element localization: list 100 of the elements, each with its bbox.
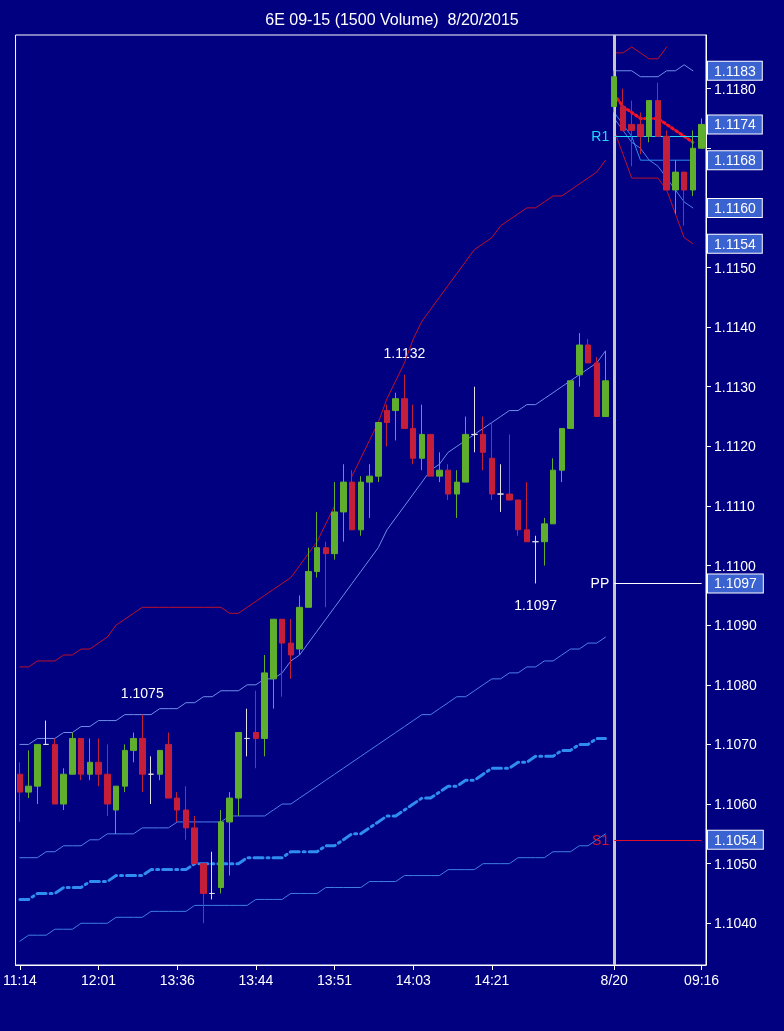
candlestick (524, 481, 530, 543)
candlestick (401, 374, 408, 429)
candlestick (78, 737, 84, 781)
candlestick (95, 737, 102, 787)
candlestick (130, 732, 137, 763)
candlestick (480, 416, 486, 471)
candlestick (681, 171, 687, 227)
candlestick (384, 404, 390, 447)
ref-line-label: R1 (591, 128, 610, 145)
candlestick (87, 737, 93, 781)
x-tick-label: 14:21 (474, 972, 510, 988)
candlestick (174, 791, 180, 823)
candlestick (559, 427, 565, 483)
candlestick (427, 433, 434, 477)
y-tick-label: 1.1050 (714, 855, 758, 872)
candlestick (567, 380, 574, 429)
ref-line-label: S1 (592, 831, 610, 848)
candlestick (436, 451, 443, 483)
y-tick-label: 1.1100 (714, 557, 756, 574)
candlestick (698, 117, 705, 149)
candlestick (270, 618, 277, 710)
candlestick (663, 129, 670, 191)
y-tick-label: 1.1150 (714, 259, 756, 276)
candlestick (445, 463, 451, 501)
candlestick (157, 749, 163, 781)
candlestick (60, 767, 67, 811)
x-tick-label: 13:44 (238, 972, 274, 988)
candlestick (532, 535, 539, 584)
candlestick (602, 350, 609, 418)
y-tick-label: 1.1180 (714, 80, 756, 97)
candlestick (620, 88, 626, 131)
line-series (613, 117, 694, 209)
candlestick (288, 618, 294, 680)
candlestick (183, 785, 189, 841)
candlestick (672, 159, 679, 215)
candlestick (497, 463, 504, 513)
ref-line-label: PP (590, 575, 610, 592)
candlestick (235, 732, 242, 817)
candlestick (148, 755, 154, 805)
candlestick (506, 433, 513, 501)
candlestick (454, 469, 460, 519)
candlestick (191, 815, 198, 865)
candlestick (690, 129, 696, 197)
candlestick (261, 654, 268, 757)
y-tick-label: 1.1110 (714, 497, 755, 514)
candlestick (515, 499, 521, 537)
y2-tick-label: 1.1168 (714, 152, 756, 169)
candlestick (69, 732, 76, 775)
candlestick (489, 422, 495, 501)
candlestick (34, 743, 41, 805)
x-tick-label: 12:01 (81, 972, 117, 988)
y2-tick-label: 1.1160 (714, 199, 756, 216)
y-tick-label: 1.1130 (714, 378, 756, 395)
candlestick (17, 761, 23, 823)
candlestick (226, 791, 233, 877)
y-tick-label: 1.1060 (714, 796, 758, 813)
candlestick (410, 404, 416, 465)
candlestick (253, 690, 259, 769)
candlestick (323, 541, 329, 608)
y2-tick-label: 1.1183 (714, 62, 756, 79)
candlestick (200, 863, 207, 924)
y-tick-label: 1.1040 (714, 915, 758, 932)
candlestick (340, 463, 347, 543)
y2-tick-label: 1.1174 (714, 116, 756, 133)
candlestick (419, 404, 425, 471)
candlestick (209, 851, 215, 900)
candlestick (594, 356, 600, 418)
y-tick-label: 1.1080 (714, 676, 758, 693)
candlestick (244, 708, 250, 757)
x-tick-label: 13:51 (317, 972, 353, 988)
y-tick-label: 1.1070 (714, 736, 758, 753)
candlestick (43, 720, 49, 745)
candlestick (25, 749, 32, 799)
candlestick (296, 594, 303, 656)
annotation: 1.1097 (514, 597, 558, 614)
candlestick (585, 338, 591, 364)
annotation: 1.1132 (383, 344, 426, 361)
y-tick-label: 1.1090 (714, 617, 758, 634)
candlestick (104, 743, 111, 817)
y-tick-label: 1.1120 (714, 438, 756, 455)
candlestick (637, 112, 644, 155)
candlestick (646, 100, 652, 143)
candlestick (165, 732, 172, 799)
x-tick-label: 13:36 (159, 972, 195, 988)
x-tick-label: 14:03 (395, 972, 431, 988)
candlestick (358, 475, 364, 537)
candlestick (541, 517, 548, 567)
candlestick (375, 422, 382, 483)
candlestick (113, 785, 119, 835)
candlestick (52, 737, 58, 805)
x-tick-label: 11:14 (2, 972, 38, 988)
y2-tick-label: 1.1054 (714, 831, 758, 848)
chart-title: 6E 09-15 (1500 Volume) 8/20/2015 (265, 10, 519, 28)
y2-tick-label: 1.1097 (714, 575, 758, 592)
line-series (18, 736, 607, 901)
candlestick (331, 481, 338, 561)
annotation: 1.1075 (120, 684, 164, 701)
candlestick (122, 743, 128, 793)
candlestick (366, 463, 373, 519)
candlestick (218, 809, 224, 894)
